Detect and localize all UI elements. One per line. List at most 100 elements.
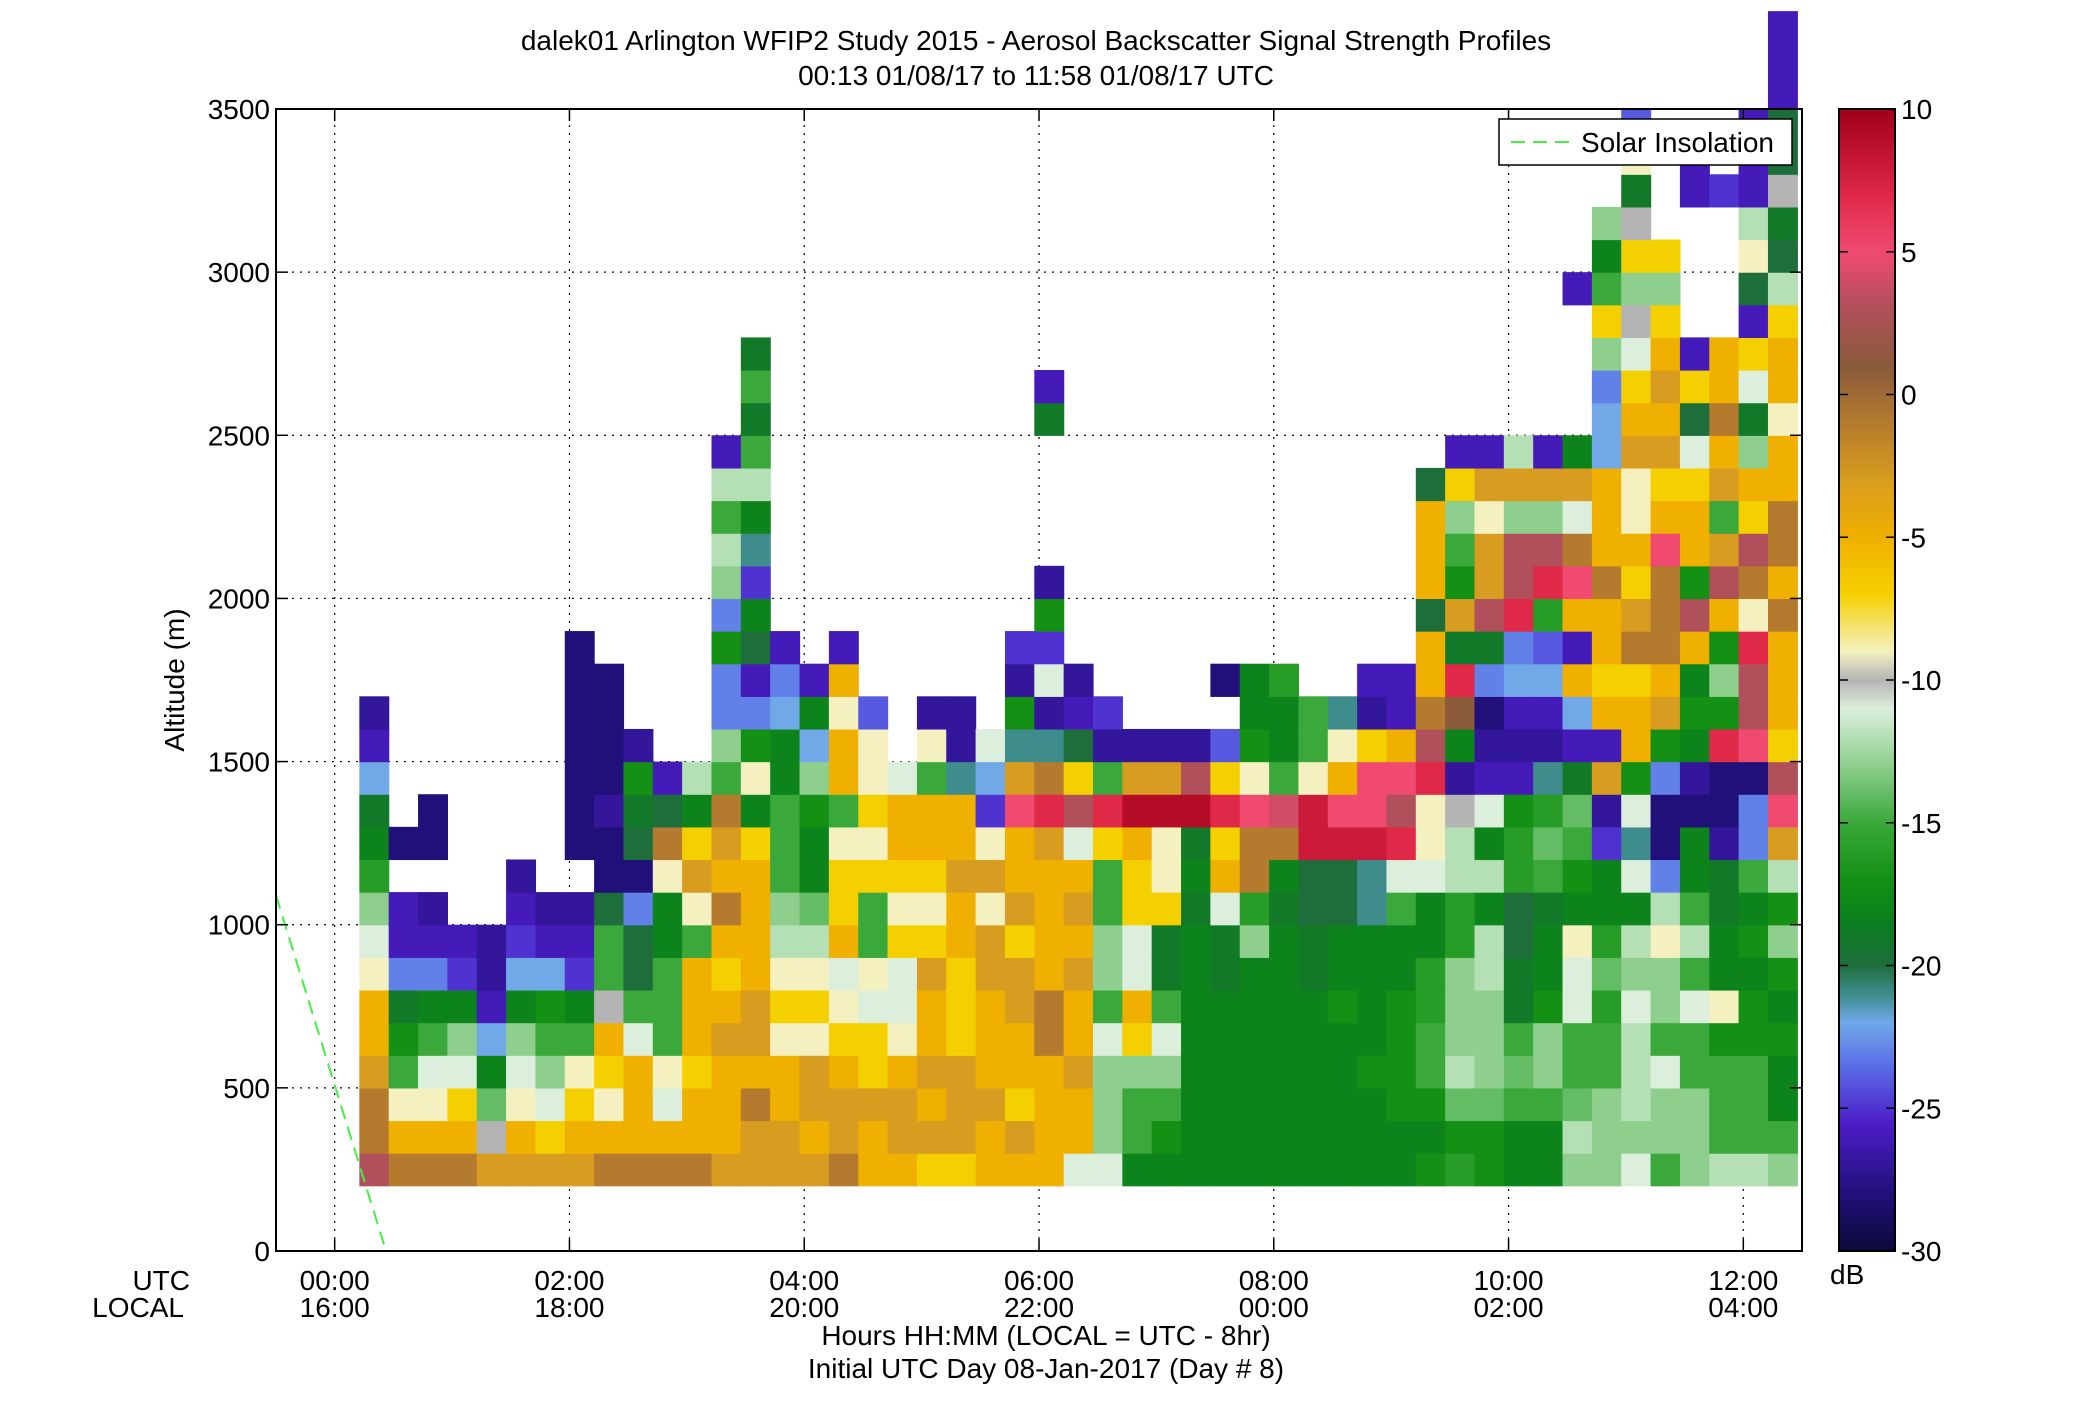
heatmap-cell	[1034, 565, 1065, 600]
heatmap-cell	[946, 989, 977, 1024]
heatmap-cell	[359, 728, 390, 763]
heatmap-cell	[388, 826, 419, 861]
heatmap-cell	[682, 1120, 713, 1154]
heatmap-cell	[1679, 435, 1710, 469]
heatmap-cell	[682, 761, 713, 795]
heatmap-cell	[623, 1022, 654, 1056]
heatmap-cell	[1269, 696, 1300, 730]
heatmap-cell	[1151, 794, 1182, 828]
x-axis-label: Hours HH:MM (LOCAL = UTC - 8hr)	[821, 1320, 1270, 1351]
heatmap-cell	[1445, 1153, 1476, 1187]
heatmap-cell	[1474, 924, 1505, 958]
heatmap-cell	[770, 696, 801, 730]
heatmap-cell	[594, 989, 625, 1024]
heatmap-cell	[828, 728, 859, 763]
heatmap-cell	[1621, 337, 1652, 371]
heatmap-cell	[418, 1022, 448, 1056]
heatmap-cell	[1210, 1022, 1241, 1056]
heatmap-cell	[1562, 467, 1593, 502]
heatmap-cell	[359, 761, 390, 795]
heatmap-cell	[1474, 1153, 1505, 1187]
heatmap-cell	[1034, 1022, 1065, 1056]
heatmap-cell	[1474, 467, 1505, 502]
heatmap-cell	[1709, 174, 1740, 208]
heatmap-cell	[828, 1022, 859, 1056]
heatmap-cell	[506, 989, 537, 1024]
heatmap-cell	[1269, 957, 1300, 991]
heatmap-cell	[1269, 728, 1300, 763]
heatmap-cell	[1738, 761, 1769, 795]
heatmap-cell	[388, 989, 419, 1024]
heatmap-cell	[1738, 663, 1769, 697]
heatmap-cell	[1591, 1022, 1622, 1056]
heatmap-cell	[916, 924, 947, 958]
heatmap-cell	[1591, 565, 1622, 600]
heatmap-cell	[1709, 565, 1740, 600]
heatmap-cell	[858, 1120, 889, 1154]
heatmap-cell	[1679, 533, 1710, 567]
heatmap-cell	[1034, 989, 1065, 1024]
heatmap-cell	[1738, 696, 1769, 730]
heatmap-cell	[1738, 728, 1769, 763]
heatmap-cell	[1445, 500, 1476, 534]
heatmap-cell	[1474, 989, 1505, 1024]
heatmap-cell	[711, 728, 742, 763]
heatmap-cell	[858, 892, 889, 926]
heatmap-cell	[1445, 663, 1476, 697]
heatmap-cell	[1122, 1087, 1153, 1122]
heatmap-cell	[359, 826, 390, 861]
heatmap-cell	[1533, 728, 1564, 763]
heatmap-cell	[1621, 957, 1652, 991]
heatmap-cell	[1063, 696, 1094, 730]
heatmap-cell	[535, 892, 566, 926]
heatmap-cell	[1533, 696, 1564, 730]
heatmap-cell	[858, 859, 889, 893]
heatmap-cell	[1503, 989, 1534, 1024]
heatmap-cell	[1738, 826, 1769, 861]
heatmap-cell	[1093, 761, 1123, 795]
heatmap-cell	[1679, 402, 1710, 436]
heatmap-cell	[1767, 696, 1798, 730]
colorbar-tick-label: -15	[1901, 808, 1941, 839]
y-tick-label: 2000	[208, 583, 270, 614]
heatmap-cell	[623, 794, 654, 828]
heatmap-cell	[1562, 1087, 1593, 1122]
heatmap-cell	[1415, 500, 1446, 534]
heatmap-cell	[975, 794, 1006, 828]
heatmap-cell	[1709, 1055, 1740, 1089]
heatmap-cell	[1474, 663, 1505, 697]
heatmap-cell	[740, 598, 771, 632]
heatmap-cell	[1034, 631, 1065, 665]
heatmap-cell	[770, 892, 801, 926]
heatmap-cell	[1445, 565, 1476, 600]
heatmap-cell	[1210, 663, 1241, 697]
heatmap-cell	[1533, 467, 1564, 502]
heatmap-cell	[799, 761, 830, 795]
heatmap-cell	[946, 826, 977, 861]
heatmap-cell	[1415, 696, 1446, 730]
heatmap-cell	[1738, 402, 1769, 436]
heatmap-cell	[1298, 696, 1329, 730]
heatmap-cell	[1621, 435, 1652, 469]
heatmap-cell	[1415, 1087, 1446, 1122]
heatmap-cell	[1357, 957, 1388, 991]
heatmap-cell	[594, 794, 625, 828]
heatmap-cell	[1738, 272, 1769, 306]
heatmap-cell	[1445, 598, 1476, 632]
heatmap-cell	[1533, 435, 1564, 469]
heatmap-cell	[1181, 1153, 1211, 1187]
heatmap-cell	[1591, 304, 1622, 338]
legend-frame	[1498, 118, 1793, 166]
heatmap-cell	[506, 1055, 537, 1089]
heatmap-cell	[359, 1022, 390, 1056]
heatmap-cell	[1210, 1153, 1241, 1187]
heatmap-cell	[623, 761, 654, 795]
heatmap-cell	[594, 728, 625, 763]
heatmap-cell	[1591, 826, 1622, 861]
heatmap-cell	[652, 1022, 683, 1056]
heatmap-cell	[1415, 598, 1446, 632]
heatmap-cell	[946, 957, 977, 991]
heatmap-cell	[1239, 859, 1270, 893]
heatmap-cell	[1122, 989, 1153, 1024]
heatmap-cell	[1210, 1120, 1241, 1154]
